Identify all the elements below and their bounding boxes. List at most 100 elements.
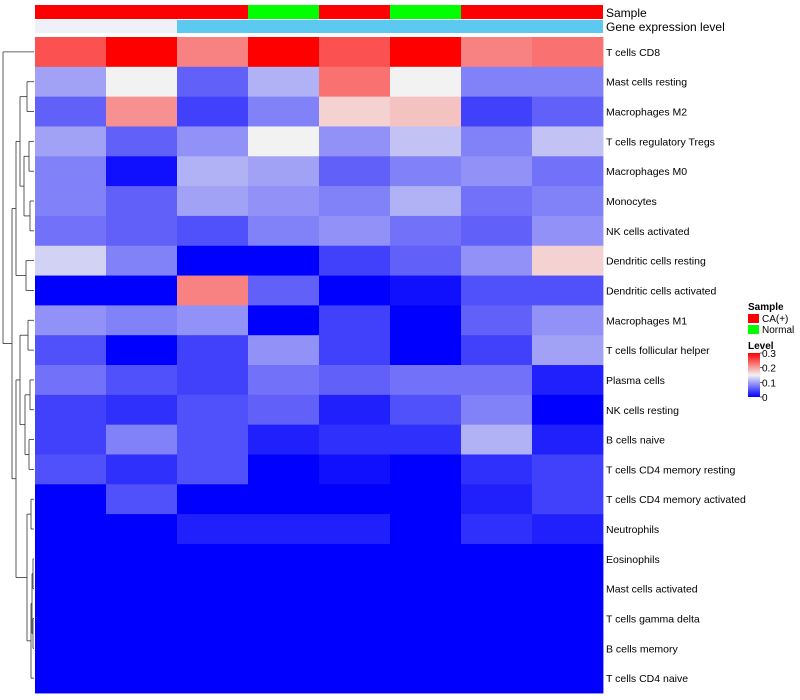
- expression-track-label: Gene expression level: [606, 20, 725, 34]
- heatmap-cell: [248, 335, 320, 366]
- heatmap-cell: [177, 454, 249, 485]
- heatmap-cell: [319, 484, 391, 515]
- heatmap-cell: [106, 365, 178, 396]
- heatmap-cell: [532, 394, 604, 426]
- heatmap-cell: [390, 245, 462, 276]
- heatmap-cell: [248, 573, 320, 604]
- heatmap-cell: [177, 394, 249, 426]
- heatmap-cell: [461, 633, 533, 664]
- legend-level-tick-label: 0.1: [762, 378, 776, 389]
- heatmap-cell: [248, 514, 320, 545]
- heatmap-cell: [177, 186, 249, 217]
- heatmap-cell: [106, 335, 178, 366]
- heatmap-cell: [390, 126, 462, 157]
- heatmap-cell: [106, 126, 178, 157]
- heatmap-cell: [35, 603, 107, 634]
- legend-sample-entries: CA(+)Normal: [748, 314, 794, 336]
- heatmap-cell: [390, 454, 462, 485]
- heatmap-cell: [248, 543, 320, 575]
- heatmap-cell: [248, 96, 320, 127]
- heatmap-cell: [319, 186, 391, 217]
- heatmap-cell: [319, 66, 391, 98]
- heatmap-cell: [319, 37, 391, 68]
- heatmap-cell: [35, 215, 107, 247]
- heatmap-cell: [319, 603, 391, 634]
- legend: Sample CA(+)Normal Level 0.3 0.2 0.1 0: [748, 302, 794, 404]
- heatmap-cell: [106, 633, 178, 664]
- heatmap-cell: [106, 514, 178, 545]
- heatmap-cell: [390, 365, 462, 396]
- heatmap-cell: [248, 126, 320, 157]
- sample-track-cell: [177, 5, 248, 19]
- heatmap-cell: [35, 543, 107, 575]
- legend-level-tick-label: 0: [762, 393, 768, 404]
- sample-track-cell: [319, 5, 390, 19]
- heatmap-cell: [461, 215, 533, 247]
- legend-color-bar: [748, 353, 760, 397]
- heatmap-cell: [319, 543, 391, 575]
- heatmap-cell: [461, 186, 533, 217]
- heatmap-cell: [532, 96, 604, 127]
- row-label: T cells CD4 naive: [606, 673, 688, 685]
- heatmap-cell: [390, 275, 462, 306]
- heatmap-cell: [319, 156, 391, 187]
- sample-track-cell: [35, 5, 106, 19]
- heatmap-cell: [532, 275, 604, 306]
- heatmap-cell: [106, 484, 178, 515]
- heatmap-cell: [532, 215, 604, 247]
- sample-track-cell: [532, 5, 603, 19]
- heatmap-cell: [177, 603, 249, 634]
- heatmap-cell: [248, 484, 320, 515]
- heatmap-cell: [35, 573, 107, 604]
- row-label: B cells memory: [606, 643, 679, 655]
- heatmap-cell: [35, 275, 107, 306]
- heatmap-cell: [248, 454, 320, 485]
- expression-track-cell: [319, 20, 390, 33]
- heatmap-cell: [35, 365, 107, 396]
- heatmap-cell: [461, 96, 533, 127]
- heatmap-cell: [461, 514, 533, 545]
- heatmap-cell: [319, 514, 391, 545]
- heatmap-cell: [248, 365, 320, 396]
- heatmap-cell: [177, 275, 249, 306]
- heatmap-cells: [35, 37, 604, 694]
- sample-track-cell: [248, 5, 319, 19]
- heatmap-cell: [177, 66, 249, 98]
- heatmap-cell: [319, 245, 391, 276]
- expression-track-cell: [35, 20, 106, 33]
- expression-track-cell: [390, 20, 461, 33]
- heatmap-cell: [319, 454, 391, 485]
- heatmap-cell: [390, 484, 462, 515]
- heatmap-cell: [461, 484, 533, 515]
- heatmap-cell: [106, 215, 178, 247]
- row-label: T cells CD4 memory resting: [606, 464, 735, 476]
- heatmap-cell: [390, 215, 462, 247]
- heatmap-cell: [532, 454, 604, 485]
- heatmap-cell: [319, 215, 391, 247]
- sample-track-cell: [106, 5, 177, 19]
- heatmap-cell: [106, 573, 178, 604]
- heatmap-cell: [248, 66, 320, 98]
- row-label: Dendritic cells activated: [606, 285, 716, 297]
- legend-sample-title: Sample: [748, 302, 784, 313]
- heatmap-cell: [177, 245, 249, 276]
- heatmap-cell: [177, 514, 249, 545]
- heatmap-cell: [35, 66, 107, 98]
- heatmap-cell: [390, 514, 462, 545]
- heatmap-cell: [106, 454, 178, 485]
- heatmap-cell: [177, 543, 249, 575]
- heatmap-cell: [177, 335, 249, 366]
- row-label: T cells CD8: [606, 47, 660, 59]
- heatmap-cell: [390, 335, 462, 366]
- heatmap-cell: [461, 66, 533, 98]
- heatmap-cell: [248, 305, 320, 336]
- legend-sample-swatch: [748, 325, 759, 334]
- heatmap-cell: [390, 66, 462, 98]
- heatmap-cell: [106, 543, 178, 575]
- heatmap-cell: [390, 633, 462, 664]
- row-label: T cells CD4 memory activated: [606, 494, 746, 506]
- heatmap-cell: [319, 573, 391, 604]
- heatmap-cell: [390, 37, 462, 68]
- heatmap-cell: [106, 37, 178, 68]
- heatmap-cell: [248, 663, 320, 694]
